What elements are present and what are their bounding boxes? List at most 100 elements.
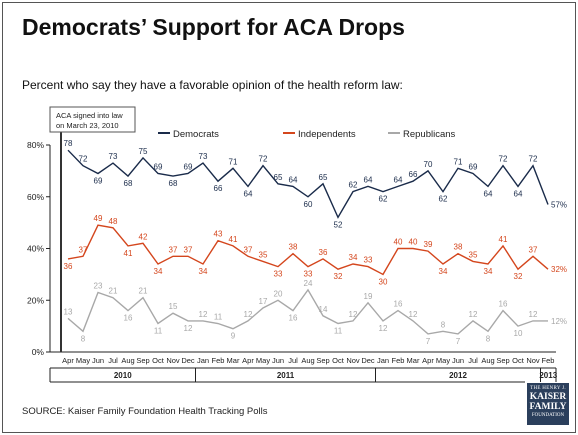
data-label-democrats: 72 [529,155,538,164]
x-tick-label: Oct [152,356,165,365]
data-label-democrats: 69 [154,162,163,171]
x-tick-label: Feb [392,356,405,365]
x-tick-label: Oct [332,356,345,365]
data-label-republicans: 20 [274,289,283,298]
data-label-independents: 32 [514,272,523,281]
y-tick-label: 80% [27,140,44,150]
data-label-democrats: 69 [184,162,193,171]
data-label-independents: 36 [64,262,73,271]
data-label-republicans: 19 [364,292,373,301]
data-label-independents: 36 [319,248,328,257]
x-tick-label: Jul [108,356,118,365]
logo-line1: THE HENRY J. [530,386,566,391]
x-tick-label: Aug [121,356,134,365]
legend-label-republicans: Republicans [403,129,456,140]
data-label-republicans: 21 [109,287,118,296]
x-tick-label: Apr [62,356,74,365]
series-line-democrats [67,149,549,219]
x-year-label: 2012 [449,371,467,380]
logo-line2: KAISER [529,392,567,402]
data-label-republicans: 15 [169,302,178,311]
data-label-independents: 32 [334,272,343,281]
data-label-democrats: 72 [79,155,88,164]
data-label-democrats: 72 [259,155,268,164]
logo-line4: FOUNDATION [531,413,565,418]
x-tick-label: Nov [526,356,540,365]
data-label-independents: 33 [364,256,373,265]
legend-label-independents: Independents [298,129,356,140]
data-label-democrats: 72 [499,155,508,164]
y-tick-label: 40% [27,244,44,254]
x-tick-label: Aug [301,356,314,365]
data-label-republicans: 12% [551,317,567,326]
data-label-democrats: 62 [379,195,388,204]
data-label-independents: 37 [529,245,538,254]
data-label-democrats: 71 [454,157,463,166]
x-tick-label: Jul [288,356,298,365]
y-tick-label: 60% [27,192,44,202]
data-label-democrats: 73 [199,152,208,161]
data-label-independents: 35 [259,250,268,259]
data-label-independents: 42 [139,232,148,241]
data-label-democrats: 69 [469,162,478,171]
data-label-republicans: 8 [441,320,446,329]
x-tick-label: Dec [181,356,195,365]
data-label-republicans: 12 [349,310,358,319]
data-label-independents: 37 [169,245,178,254]
data-label-independents: 34 [199,267,208,276]
data-label-republicans: 14 [319,305,328,314]
x-tick-label: Nov [166,356,180,365]
data-label-independents: 33 [304,270,313,279]
data-label-independents: 37 [184,245,193,254]
x-tick-label: Jun [452,356,464,365]
data-label-democrats: 68 [124,179,133,188]
kaiser-logo: THE HENRY J. KAISER FAMILY FOUNDATION [527,383,569,425]
data-label-republicans: 21 [139,287,148,296]
data-label-republicans: 12 [199,310,208,319]
data-label-democrats: 73 [109,152,118,161]
annotation-line2: on March 23, 2010 [56,121,119,130]
data-label-independents: 41 [124,249,133,258]
data-label-independents: 48 [109,217,118,226]
x-tick-label: Feb [212,356,225,365]
data-label-republicans: 10 [514,329,523,338]
data-label-republicans: 8 [486,334,491,343]
data-label-republicans: 7 [426,337,431,346]
x-year-label: 2010 [114,371,132,380]
data-label-democrats: 64 [244,189,253,198]
data-label-independents: 34 [154,267,163,276]
data-label-independents: 33 [274,270,283,279]
data-label-republicans: 11 [334,327,343,336]
series-line-republicans [67,288,548,335]
data-label-independents: 37 [244,245,253,254]
data-label-republicans: 11 [214,313,223,322]
data-label-independents: 32% [551,265,567,274]
data-label-republicans: 8 [81,334,86,343]
data-label-democrats: 66 [214,184,223,193]
annotation-box [49,106,136,133]
data-label-democrats: 65 [274,173,283,182]
data-label-independents: 38 [454,243,463,252]
x-tick-label: Dec [361,356,375,365]
data-label-democrats: 52 [334,220,343,229]
data-label-democrats: 75 [139,147,148,156]
data-label-democrats: 66 [409,170,418,179]
data-label-republicans: 7 [456,337,461,346]
x-tick-label: Sep [316,356,329,365]
data-label-democrats: 57% [551,201,567,210]
logo-line3: FAMILY [529,402,567,412]
data-label-independents: 34 [484,267,493,276]
source-note: SOURCE: Kaiser Family Foundation Health … [22,406,268,417]
x-tick-label: Aug [481,356,494,365]
data-label-republicans: 23 [94,281,103,290]
data-label-independents: 39 [424,240,433,249]
x-year-label: 2013 [539,371,557,380]
data-label-democrats: 64 [289,175,298,184]
data-label-democrats: 62 [439,195,448,204]
data-label-independents: 34 [349,253,358,262]
y-tick-label: 0% [32,347,45,357]
annotation-line1: ACA signed into law [56,111,123,120]
legend-label-democrats: Democrats [173,129,219,140]
data-label-independents: 41 [499,235,508,244]
